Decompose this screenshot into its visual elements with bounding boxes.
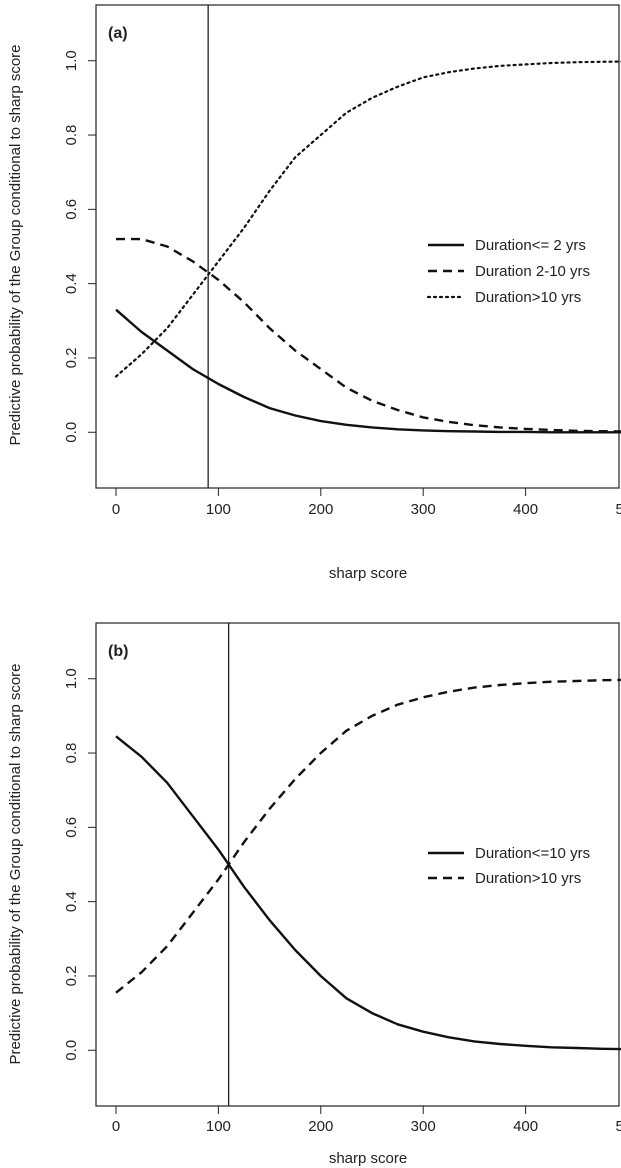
- x-tick-label: 200: [308, 501, 333, 518]
- legend-label: Duration>10 yrs: [475, 870, 581, 887]
- x-tick-label: 100: [206, 501, 231, 518]
- series-line-dashed: [116, 237, 621, 433]
- series-line-solid: [115, 735, 621, 1051]
- x-axis-label: sharp score: [329, 565, 407, 582]
- series-line-solid: [115, 308, 621, 434]
- panel-label: (b): [108, 643, 128, 660]
- x-tick-label: 400: [513, 1118, 538, 1135]
- x-tick-label: 500: [615, 501, 621, 518]
- x-tick-label: 300: [411, 501, 436, 518]
- y-tick-label: 0.6: [63, 199, 80, 220]
- y-axis-label: Predictive probability of the Group cond…: [7, 44, 24, 445]
- y-tick-label: 0.4: [63, 891, 80, 912]
- plot-frame: [95, 4, 620, 489]
- y-tick-label: 1.0: [63, 50, 80, 71]
- x-tick-label: 100: [206, 1118, 231, 1135]
- y-tick-label: 0.4: [63, 273, 80, 294]
- y-tick-label: 0.2: [63, 966, 80, 987]
- x-tick-label: 500: [615, 1118, 621, 1135]
- y-tick-label: 0.0: [63, 1040, 80, 1061]
- x-tick-label: 300: [411, 1118, 436, 1135]
- y-axis-label: Predictive probability of the Group cond…: [7, 663, 24, 1064]
- x-tick-label: 0: [112, 501, 120, 518]
- y-tick-label: 0.0: [63, 422, 80, 443]
- legend: Duration<= 2 yrs Duration 2-10 yrs Duratio…: [426, 237, 590, 306]
- y-tick-label: 0.8: [63, 743, 80, 764]
- y-tick-label: 0.8: [63, 125, 80, 146]
- legend: Duration<=10 yrs Duration>10 yrs: [428, 845, 590, 887]
- legend-label: Duration<= 2 yrs: [475, 237, 586, 254]
- legend-label: Duration<=10 yrs: [475, 845, 590, 862]
- y-tick-label: 0.2: [63, 348, 80, 369]
- series-line-dashed: [115, 678, 621, 994]
- plot-frame: [95, 622, 620, 1107]
- y-tick-label: 1.0: [63, 668, 80, 689]
- legend-label: Duration>10 yrs: [475, 289, 581, 306]
- x-tick-label: 200: [308, 1118, 333, 1135]
- x-axis-label: sharp score: [329, 1150, 407, 1167]
- chart-panel-a: 0 100 200 300 400 500 0.0 0.2 0.4 0.6 0.8 1.0 sharp …: [7, 4, 621, 582]
- series-line-dotted: [114, 60, 621, 378]
- x-tick-label: 0: [112, 1118, 120, 1135]
- chart-panel-b: 0 100 200 300 400 500 0.0 0.2 0.4 0.6 0.8 1.0 sharp …: [7, 622, 621, 1167]
- x-tick-label: 400: [513, 501, 538, 518]
- y-tick-label: 0.6: [63, 817, 80, 838]
- panel-label: (a): [108, 25, 128, 42]
- legend-label: Duration 2-10 yrs: [475, 263, 590, 280]
